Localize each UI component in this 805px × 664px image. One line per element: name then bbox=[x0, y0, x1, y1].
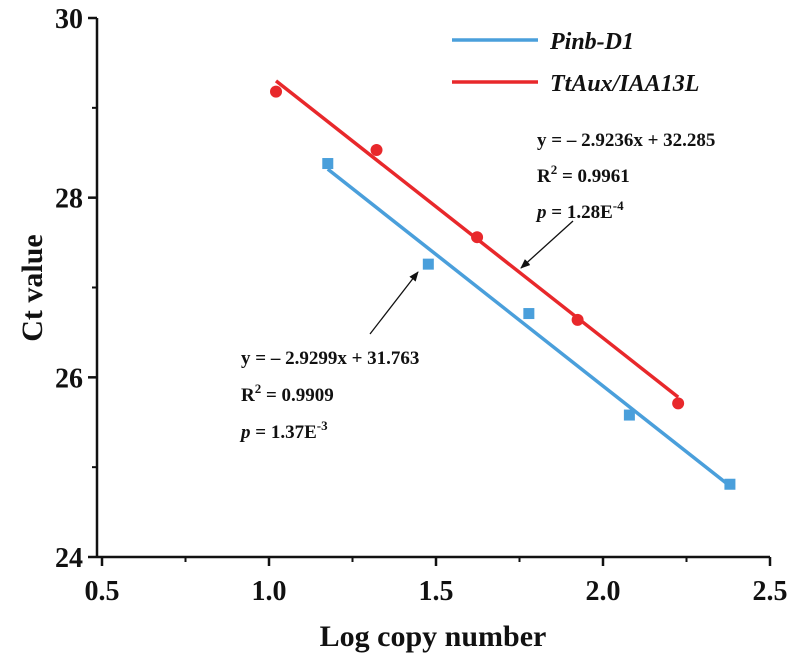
data-point bbox=[623, 409, 635, 421]
p-value-ttaux-iaa13l: p = 1.28E-4 bbox=[535, 198, 624, 223]
data-point bbox=[523, 308, 535, 320]
data-point bbox=[724, 478, 736, 490]
y-ticks: 24 26 28 30 bbox=[55, 4, 97, 574]
x-tick-label: 0.5 bbox=[85, 576, 120, 607]
annotation-ttaux-iaa13l: y = – 2.9236x + 32.285 R2 = 0.9961 p = 1… bbox=[520, 130, 715, 269]
annotation-pinb-d1: y = – 2.9299x + 31.763 R2 = 0.9909 p = 1… bbox=[239, 271, 419, 443]
data-point bbox=[422, 258, 434, 270]
legend-label-ttaux-iaa13l: TtAux/IAA13L bbox=[550, 71, 699, 97]
p-value-pinb-d1: p = 1.37E-3 bbox=[239, 418, 328, 443]
r2-ttaux-iaa13l: R2 = 0.9961 bbox=[537, 162, 630, 187]
legend: Pinb-D1 TtAux/IAA13L bbox=[452, 29, 699, 97]
x-axis-title: Log copy number bbox=[320, 620, 547, 653]
series-ttaux-iaa13l bbox=[270, 79, 685, 410]
data-point bbox=[571, 313, 584, 326]
x-tick-label: 1.5 bbox=[419, 576, 454, 607]
x-tick-label: 2.5 bbox=[753, 576, 788, 607]
x-tick-label: 1.0 bbox=[252, 576, 287, 607]
y-tick-label: 28 bbox=[55, 184, 83, 215]
data-point bbox=[370, 144, 383, 157]
y-tick-label: 26 bbox=[55, 363, 83, 394]
data-point bbox=[270, 85, 283, 98]
x-ticks: 0.5 1.0 1.5 2.0 2.5 bbox=[85, 557, 788, 607]
axes bbox=[95, 18, 770, 559]
equation-pinb-d1: y = – 2.9299x + 31.763 bbox=[241, 348, 419, 369]
equation-ttaux-iaa13l: y = – 2.9236x + 32.285 bbox=[537, 130, 715, 151]
data-point bbox=[672, 397, 685, 410]
fit-line-pinb-d1 bbox=[326, 167, 732, 488]
series-pinb-d1 bbox=[322, 158, 736, 490]
x-tick-label: 2.0 bbox=[586, 576, 621, 607]
legend-label-pinb-d1: Pinb-D1 bbox=[549, 29, 634, 55]
y-axis-title: Ct value bbox=[16, 234, 49, 342]
arrow-pinb-d1 bbox=[369, 271, 419, 335]
arrow-ttaux-iaa13l bbox=[520, 220, 574, 269]
y-tick-label: 30 bbox=[55, 4, 83, 35]
y-tick-label: 24 bbox=[55, 543, 83, 574]
data-point bbox=[471, 231, 484, 244]
data-point bbox=[322, 158, 334, 170]
r2-pinb-d1: R2 = 0.9909 bbox=[241, 381, 334, 406]
